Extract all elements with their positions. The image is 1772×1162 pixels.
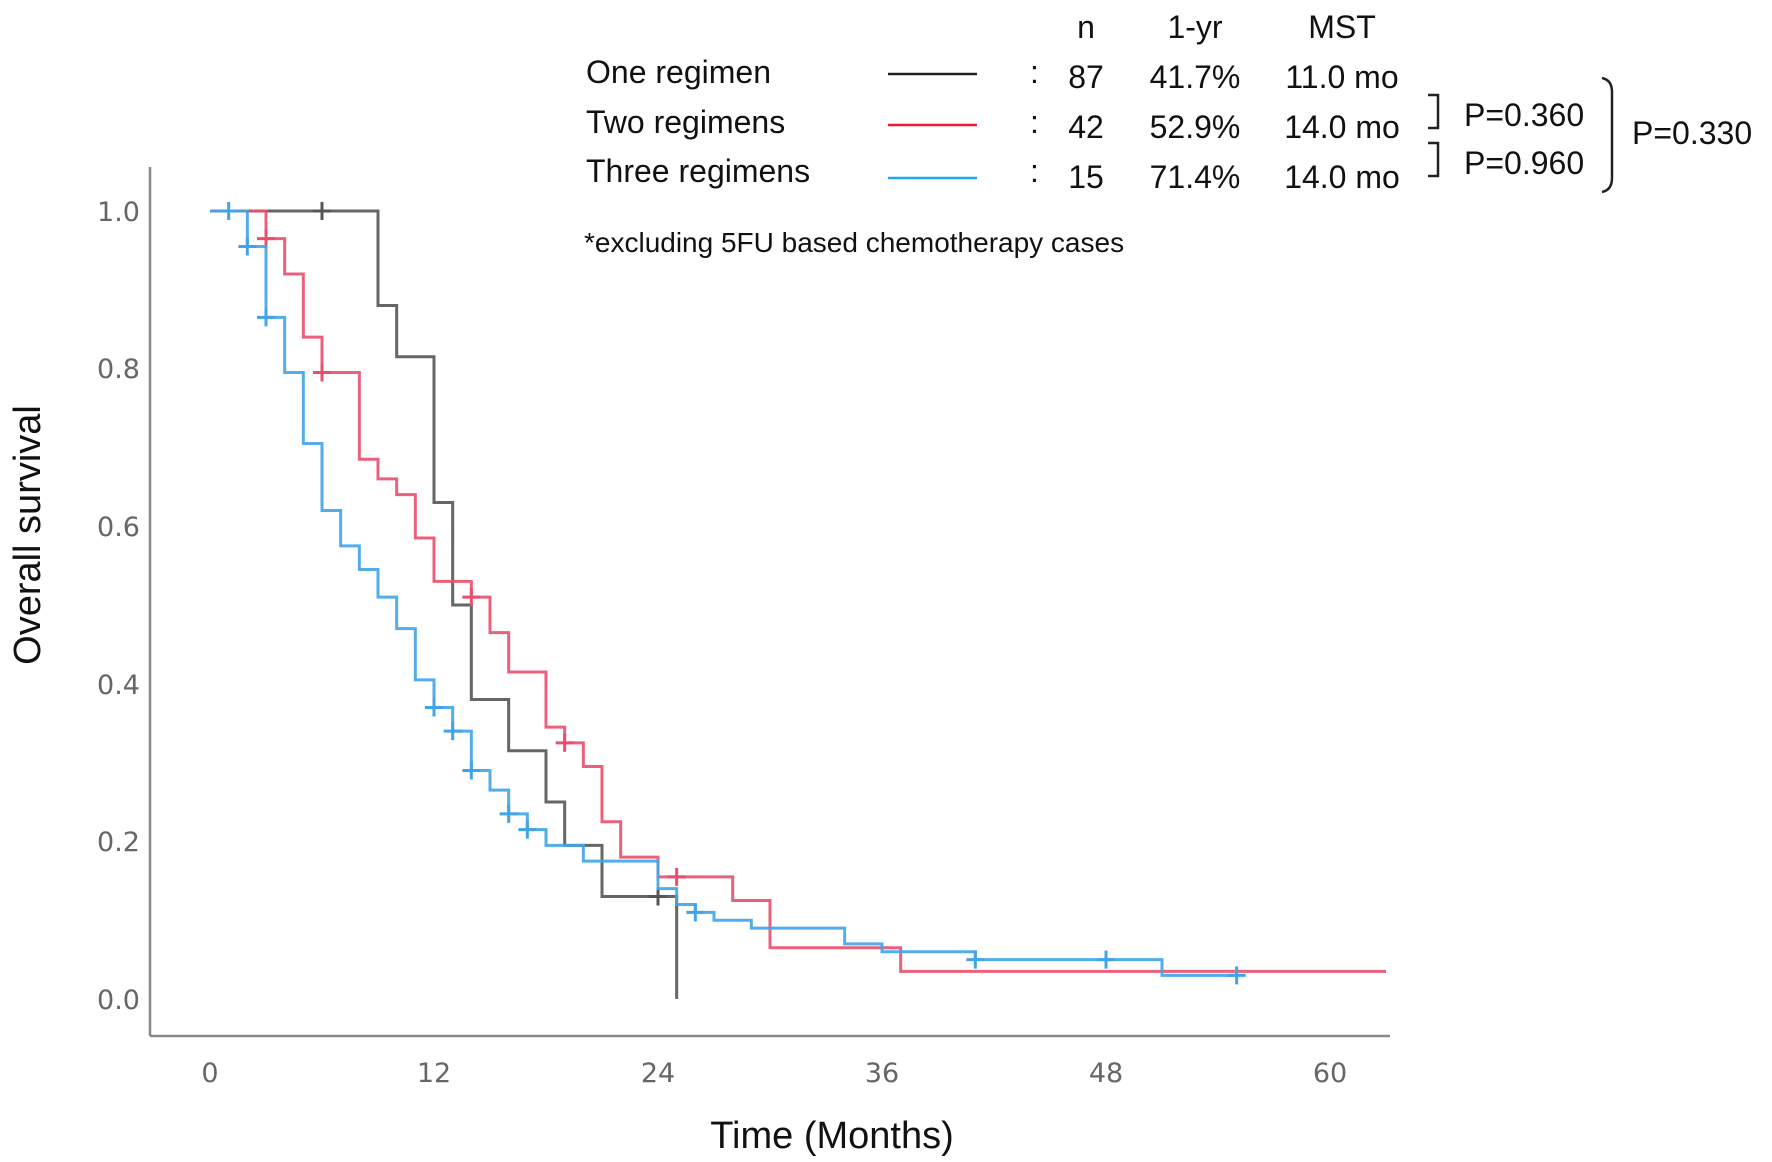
legend-n: 15 (1068, 159, 1104, 195)
censor-mark (238, 237, 257, 256)
legend-colon: : (1030, 153, 1039, 189)
censor-mark (462, 588, 481, 607)
x-tick-label: 24 (641, 1058, 675, 1089)
x-tick-label: 12 (417, 1058, 451, 1089)
legend-mst: 14.0 mo (1284, 109, 1400, 145)
y-tick-label: 0.0 (97, 985, 140, 1016)
p-value-1-2: P=0.360 (1464, 97, 1584, 133)
footnote: *excluding 5FU based chemotherapy cases (584, 227, 1124, 258)
legend-label: Two regimens (586, 104, 785, 140)
x-tick-label: 36 (865, 1058, 899, 1089)
censor-mark (219, 202, 238, 220)
censor-mark (686, 903, 705, 922)
censor-mark (518, 820, 537, 839)
y-tick-label: 0.8 (97, 354, 140, 385)
legend-header-n: n (1077, 9, 1095, 45)
censor-mark (649, 887, 667, 906)
bracket-1-2 (1428, 93, 1440, 130)
legend-label: Three regimens (586, 153, 810, 189)
survival-curves (210, 202, 1386, 999)
censor-mark (1227, 966, 1246, 985)
censor-mark (257, 308, 275, 327)
legend-entry: One regimen : 87 41.7% 11.0 mo (586, 54, 1399, 95)
legend-entry: Two regimens : 42 52.9% 14.0 mo (586, 104, 1400, 145)
censor-mark (425, 698, 443, 717)
censor-mark (257, 229, 275, 248)
km-curve-three-regimens (210, 209, 1237, 977)
legend: n 1-yr MST One regimen : 87 41.7% 11.0 m… (584, 9, 1752, 258)
legend-header-mst: MST (1308, 9, 1376, 45)
bracket-2-3 (1428, 141, 1440, 178)
km-curve-two-regimens (210, 209, 1386, 973)
censor-mark (499, 804, 518, 823)
legend-mst: 11.0 mo (1285, 59, 1398, 95)
censor-mark (313, 202, 331, 220)
legend-label: One regimen (586, 54, 771, 90)
censor-mark (462, 761, 481, 780)
censor-mark (555, 733, 574, 752)
legend-header-1yr: 1-yr (1167, 9, 1222, 45)
x-tick-label: 0 (201, 1058, 218, 1089)
y-axis-title: Overall survival (7, 405, 49, 665)
censor-mark (313, 363, 331, 382)
censor-mark (667, 867, 686, 886)
legend-1yr: 52.9% (1150, 109, 1241, 145)
censor-mark (1097, 950, 1115, 969)
x-tick-label: 48 (1089, 1058, 1123, 1089)
y-tick-label: 0.6 (97, 512, 140, 543)
y-tick-label: 0.4 (97, 670, 140, 701)
x-tick-label: 60 (1313, 1058, 1347, 1089)
legend-n: 42 (1068, 109, 1104, 145)
legend-mst: 14.0 mo (1284, 159, 1400, 195)
x-axis-title: Time (Months) (710, 1115, 954, 1157)
y-tick-label: 0.2 (97, 827, 140, 858)
censor-mark (443, 722, 462, 741)
legend-1yr: 41.7% (1150, 59, 1241, 95)
legend-colon: : (1030, 54, 1039, 90)
km-curve-one-regimen (210, 209, 679, 999)
legend-1yr: 71.4% (1150, 159, 1241, 195)
p-value-1-3: P=0.330 (1632, 115, 1752, 151)
p-value-2-3: P=0.960 (1464, 145, 1584, 181)
bracket-1-3 (1601, 76, 1614, 194)
y-tick-label: 1.0 (97, 197, 140, 228)
legend-colon: : (1030, 104, 1039, 140)
censor-mark (966, 950, 985, 969)
legend-n: 87 (1068, 59, 1104, 95)
legend-entry: Three regimens : 15 71.4% 14.0 mo (586, 153, 1400, 195)
